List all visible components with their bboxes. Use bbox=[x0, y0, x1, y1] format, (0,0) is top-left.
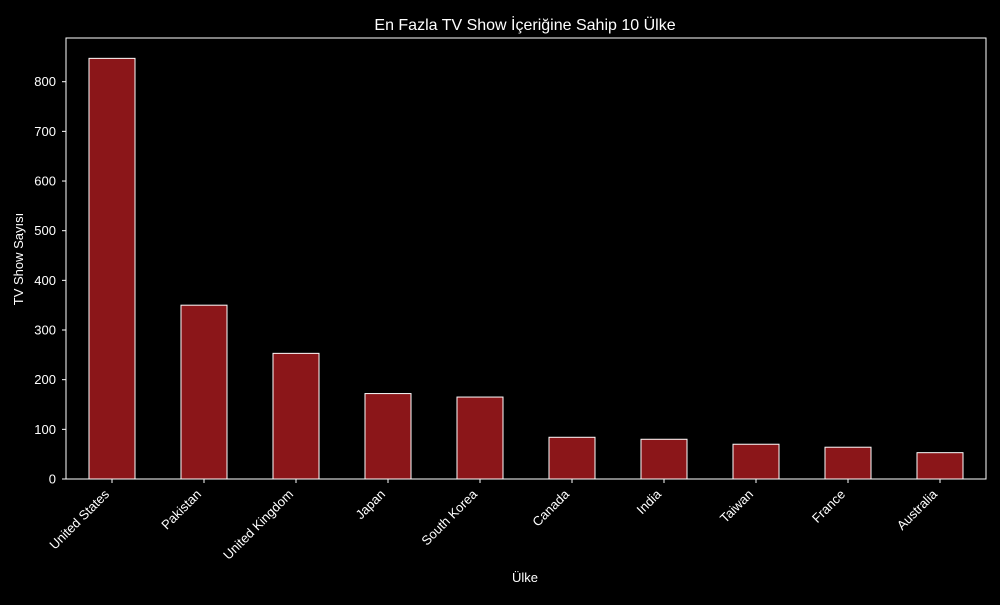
y-tick-label: 400 bbox=[34, 273, 56, 288]
bar-united-kingdom bbox=[272, 352, 320, 480]
bar-canada bbox=[548, 436, 596, 480]
x-tick-label: Canada bbox=[529, 486, 572, 529]
x-tick-label: Australia bbox=[894, 486, 941, 533]
x-tick-label: Pakistan bbox=[158, 487, 204, 533]
y-tick-label: 200 bbox=[34, 372, 56, 387]
y-tick-label: 600 bbox=[34, 174, 56, 189]
bar-taiwan bbox=[732, 443, 780, 480]
bar-india bbox=[640, 438, 688, 480]
x-axis: United States Pakistan United Kingdom Japan… bbox=[46, 479, 941, 563]
y-tick-label: 800 bbox=[34, 74, 56, 89]
y-axis: 0 100 200 300 400 500 600 700 800 bbox=[34, 74, 66, 487]
axes-frame bbox=[65, 37, 987, 480]
y-tick-label: 0 bbox=[49, 472, 56, 487]
y-tick-label: 700 bbox=[34, 124, 56, 139]
bar-france bbox=[824, 446, 872, 480]
bar-south-korea bbox=[456, 396, 504, 480]
y-tick-label: 100 bbox=[34, 422, 56, 437]
chart-title: En Fazla TV Show İçeriğine Sahip 10 Ülke bbox=[374, 15, 675, 34]
y-axis-label: TV Show Sayısı bbox=[11, 213, 26, 305]
x-tick-label: United Kingdom bbox=[220, 487, 296, 563]
x-tick-label: United States bbox=[46, 486, 112, 552]
x-axis-label: Ülke bbox=[512, 570, 538, 585]
bar-japan bbox=[364, 393, 412, 480]
bar-australia bbox=[916, 452, 964, 480]
y-tick-label: 500 bbox=[34, 223, 56, 238]
x-tick-label: France bbox=[809, 487, 848, 526]
y-tick-label: 300 bbox=[34, 323, 56, 338]
x-tick-label: Taiwan bbox=[717, 487, 756, 526]
x-tick-label: India bbox=[634, 486, 665, 517]
plot-area bbox=[65, 37, 987, 480]
bar-united-states bbox=[88, 57, 136, 480]
bar-pakistan bbox=[180, 304, 228, 480]
x-tick-label: Japan bbox=[352, 487, 388, 523]
x-tick-label: South Korea bbox=[418, 486, 480, 548]
